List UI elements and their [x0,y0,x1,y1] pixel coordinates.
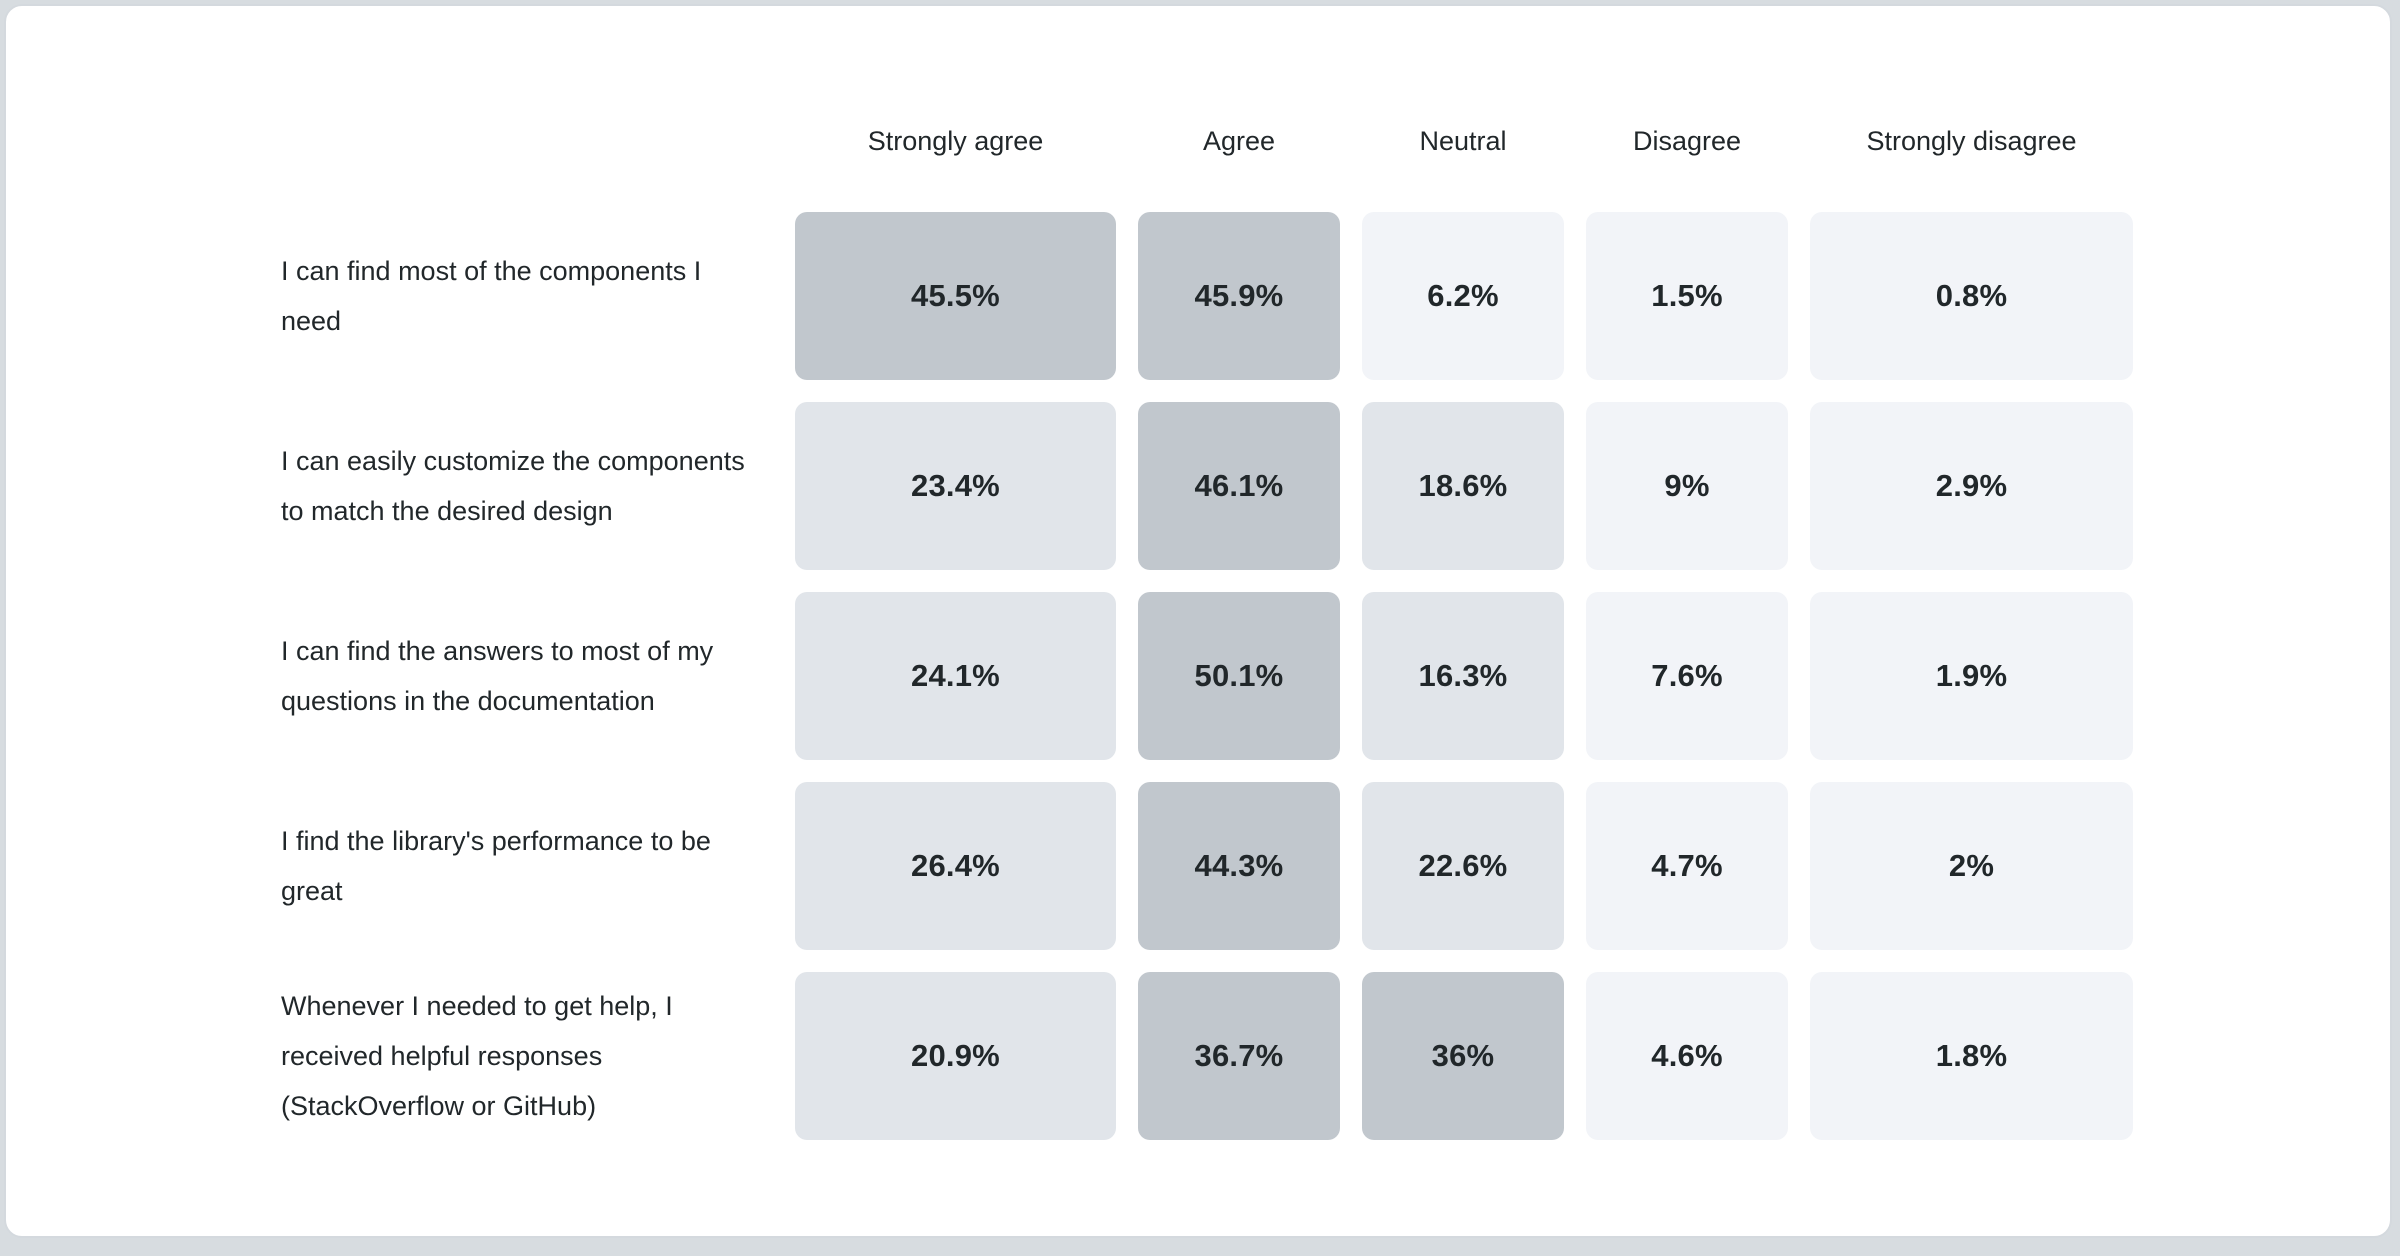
heatmap-cell: 20.9% [795,972,1116,1140]
heatmap-cell: 44.3% [1138,782,1340,950]
survey-results-card: Strongly agree Agree Neutral Disagree Strong… [4,4,2392,1238]
heatmap-cell: 4.6% [1586,972,1788,1140]
column-header: Agree [1202,126,1276,156]
heatmap-cell: 4.7% [1586,782,1788,950]
heatmap-cell: 1.8% [1810,972,2133,1140]
heatmap-cell: 36.7% [1138,972,1340,1140]
heatmap-cell: 16.3% [1362,592,1564,760]
heatmap-cell: 9% [1586,402,1788,570]
heatmap-cell: 1.5% [1586,212,1788,380]
heatmap-cell: 2% [1810,782,2133,950]
heatmap-cell: 50.1% [1138,592,1340,760]
heatmap-cell: 1.9% [1810,592,2133,760]
survey-heatmap: Strongly agree Agree Neutral Disagree Strong… [281,111,2390,1140]
heatmap-cell: 22.6% [1362,782,1564,950]
heatmap-cell: 18.6% [1362,402,1564,570]
column-header: Neutral [1419,126,1507,156]
heatmap-cell: 46.1% [1138,402,1340,570]
heatmap-cell: 23.4% [795,402,1116,570]
heatmap-cell: 0.8% [1810,212,2133,380]
heatmap-cell: 26.4% [795,782,1116,950]
column-header: Strongly agree [867,126,1044,156]
row-label: I can find the answers to most of my que… [281,636,714,716]
column-header: Strongly disagree [1866,126,2077,156]
row-label: Whenever I needed to get help, I receive… [281,991,673,1121]
column-header: Disagree [1632,126,1742,156]
heatmap-cell: 36% [1362,972,1564,1140]
heatmap-cell: 2.9% [1810,402,2133,570]
row-label: I can easily customize the components to… [281,446,745,526]
row-label: I find the library's performance to be g… [281,826,711,906]
heatmap-cell: 6.2% [1362,212,1564,380]
heatmap-cell: 24.1% [795,592,1116,760]
heatmap-cell: 7.6% [1586,592,1788,760]
row-label: I can find most of the components I need [281,256,702,336]
matrix-corner-spacer [281,111,773,171]
heatmap-cell: 45.5% [795,212,1116,380]
heatmap-cell: 45.9% [1138,212,1340,380]
